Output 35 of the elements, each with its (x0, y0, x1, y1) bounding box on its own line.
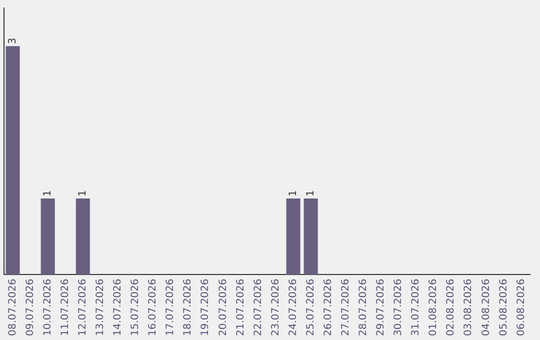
x-tick-label: 05.08.2026 (498, 278, 510, 336)
x-tick-label: 25.07.2026 (305, 278, 316, 336)
x-tick-label: 20.07.2026 (218, 278, 229, 336)
x-tick-label: 01.08.2026 (428, 278, 440, 336)
x-tick-label: 13.07.2026 (95, 278, 106, 336)
x-tick-label: 26.07.2026 (322, 278, 334, 336)
x-tick-label: 11.07.2026 (60, 278, 71, 336)
x-tick-label: 04.08.2026 (480, 278, 492, 336)
data-label: 1 (42, 190, 54, 197)
x-tick-label: 08.07.2026 (7, 278, 18, 336)
x-tick-label: 06.08.2026 (516, 278, 527, 336)
x-tick-label: 28.07.2026 (358, 278, 370, 336)
x-tick-label: 19.07.2026 (200, 278, 212, 336)
x-tick-label: 21.07.2026 (235, 278, 246, 336)
x-tick-label: 24.07.2026 (288, 278, 299, 336)
x-tick-label: 27.07.2026 (340, 278, 352, 336)
x-tick-label: 15.07.2026 (130, 278, 142, 336)
x-tick-label: 31.07.2026 (410, 278, 422, 336)
data-label: 3 (7, 38, 18, 44)
x-tick-label: 02.08.2026 (446, 278, 457, 336)
x-tick-label: 22.07.2026 (252, 278, 264, 336)
x-tick-label: 17.07.2026 (165, 278, 176, 336)
x-tick-label: 03.08.2026 (463, 278, 474, 336)
x-tick-label: 23.07.2026 (270, 278, 282, 336)
x-tick-label: 12.07.2026 (77, 278, 88, 336)
data-label: 1 (305, 190, 316, 197)
x-tick-label: 10.07.2026 (42, 278, 54, 336)
x-tick-label: 09.07.2026 (24, 278, 36, 336)
x-tick-label: 29.07.2026 (376, 278, 387, 336)
x-tick-label: 18.07.2026 (182, 278, 194, 336)
x-tick-label: 14.07.2026 (112, 278, 124, 336)
data-label: 1 (77, 190, 88, 197)
data-label: 1 (288, 190, 299, 197)
x-tick-label: 16.07.2026 (148, 278, 159, 336)
x-tick-label: 30.07.2026 (393, 278, 404, 336)
